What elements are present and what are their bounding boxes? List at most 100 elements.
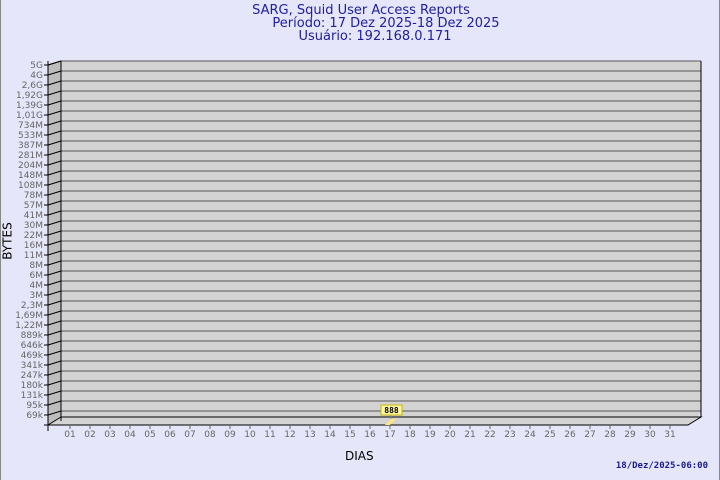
gridline-side: [47, 170, 62, 176]
y-tick-label: 1,92G: [16, 91, 43, 101]
x-tick-label: 06: [164, 430, 176, 440]
x-tick-label: 28: [604, 430, 616, 440]
x-tick-label: 24: [524, 430, 536, 440]
y-tick-label: 16M: [24, 241, 43, 251]
x-tick-label: 30: [644, 430, 656, 440]
x-tick-label: 12: [284, 430, 295, 440]
gridline-side: [47, 60, 62, 66]
gridline-side: [47, 120, 62, 126]
x-tick-label: 13: [304, 430, 315, 440]
gridline-side: [47, 250, 62, 256]
x-tick-label: 08: [204, 430, 216, 440]
bar: [385, 419, 396, 425]
x-tick-label: 25: [544, 430, 555, 440]
bar-label: 888: [384, 406, 399, 415]
gridline-side: [47, 210, 62, 216]
y-tick-label: 533M: [18, 131, 43, 141]
y-tick-label: 387M: [18, 141, 43, 151]
gridline-side: [47, 220, 62, 226]
gridline-side: [47, 290, 62, 296]
gridline-side: [47, 300, 62, 306]
y-tick-label: 95k: [26, 401, 43, 411]
gridline-side: [47, 110, 62, 116]
y-tick-label: 4G: [30, 71, 43, 81]
y-tick-label: 131k: [21, 391, 44, 401]
y-tick-label: 1,01G: [16, 111, 43, 121]
y-axis-label: BYTES: [0, 222, 15, 260]
y-tick-label: 11M: [24, 251, 43, 261]
gridline-side: [47, 100, 62, 106]
gridline-side: [47, 320, 62, 326]
y-tick-label: 646k: [21, 341, 44, 351]
gridline-side: [47, 130, 62, 136]
gridline-side: [47, 270, 62, 276]
y-tick-label: 1,39G: [16, 101, 43, 111]
gridline-side: [47, 410, 62, 416]
x-tick-label: 16: [364, 430, 376, 440]
chart-user: Usuário: 192.168.0.171: [298, 29, 452, 44]
x-tick-label: 11: [264, 430, 275, 440]
y-tick-label: 8M: [30, 261, 44, 271]
chart-period: Período: 17 Dez 2025-18 Dez 2025: [272, 16, 500, 31]
y-tick-label: 2,3M: [21, 301, 43, 311]
x-tick-label: 01: [64, 430, 75, 440]
x-tick-label: 02: [84, 430, 95, 440]
timestamp: 18/Dez/2025-06:00: [615, 461, 708, 471]
x-tick-label: 29: [624, 430, 636, 440]
y-tick-label: 1,69M: [15, 311, 43, 321]
y-tick-label: 78M: [24, 191, 43, 201]
plot-background: [48, 61, 701, 425]
y-tick-label: 69k: [26, 411, 43, 421]
x-tick-label: 03: [104, 430, 115, 440]
x-tick-label: 20: [444, 430, 456, 440]
gridline-side: [47, 260, 62, 266]
chart-title: SARG, Squid User Access Reports: [252, 3, 470, 18]
gridline-side: [47, 200, 62, 206]
x-tick-label: 26: [564, 430, 576, 440]
gridline-side: [47, 180, 62, 186]
x-tick-label: 23: [504, 430, 515, 440]
y-tick-label: 57M: [24, 201, 43, 211]
y-tick-label: 3M: [30, 291, 44, 301]
plot-floor: [46, 416, 703, 426]
x-tick-label: 09: [224, 430, 236, 440]
gridline-side: [47, 190, 62, 196]
gridline-side: [47, 150, 62, 156]
gridline-side: [47, 90, 62, 96]
y-tick-label: 204M: [18, 161, 43, 171]
gridline-side: [47, 80, 62, 86]
y-tick-label: 108M: [18, 181, 43, 191]
x-tick-label: 18: [404, 430, 416, 440]
x-tick-label: 31: [664, 430, 675, 440]
y-tick-label: 1,22M: [15, 321, 43, 331]
y-tick-label: 180k: [21, 381, 44, 391]
x-tick-label: 21: [464, 430, 475, 440]
gridline-side: [47, 230, 62, 236]
gridline-side: [47, 360, 62, 366]
x-tick-label: 04: [124, 430, 136, 440]
gridline-side: [47, 370, 62, 376]
gridline-side: [47, 330, 62, 336]
gridline-side: [47, 160, 62, 166]
gridline-side: [47, 340, 62, 346]
y-tick-label: 889k: [21, 331, 44, 341]
y-tick-label: 6M: [30, 271, 44, 281]
x-tick-label: 22: [484, 430, 495, 440]
y-tick-label: 469k: [21, 351, 44, 361]
x-tick-label: 14: [324, 430, 336, 440]
y-tick-label: 247k: [21, 371, 44, 381]
gridline-side: [47, 140, 62, 146]
x-tick-label: 10: [244, 430, 256, 440]
y-tick-label: 281M: [18, 151, 43, 161]
x-tick-label: 19: [424, 430, 436, 440]
x-axis-label: DIAS: [345, 449, 374, 463]
gridline-side: [47, 350, 62, 356]
y-tick-label: 734M: [18, 121, 43, 131]
y-tick-label: 41M: [24, 211, 43, 221]
gridline-side: [47, 310, 62, 316]
y-tick-label: 2,6G: [22, 81, 43, 91]
gridline-side: [47, 240, 62, 246]
y-tick-label: 22M: [24, 231, 43, 241]
y-tick-label: 341k: [21, 361, 44, 371]
